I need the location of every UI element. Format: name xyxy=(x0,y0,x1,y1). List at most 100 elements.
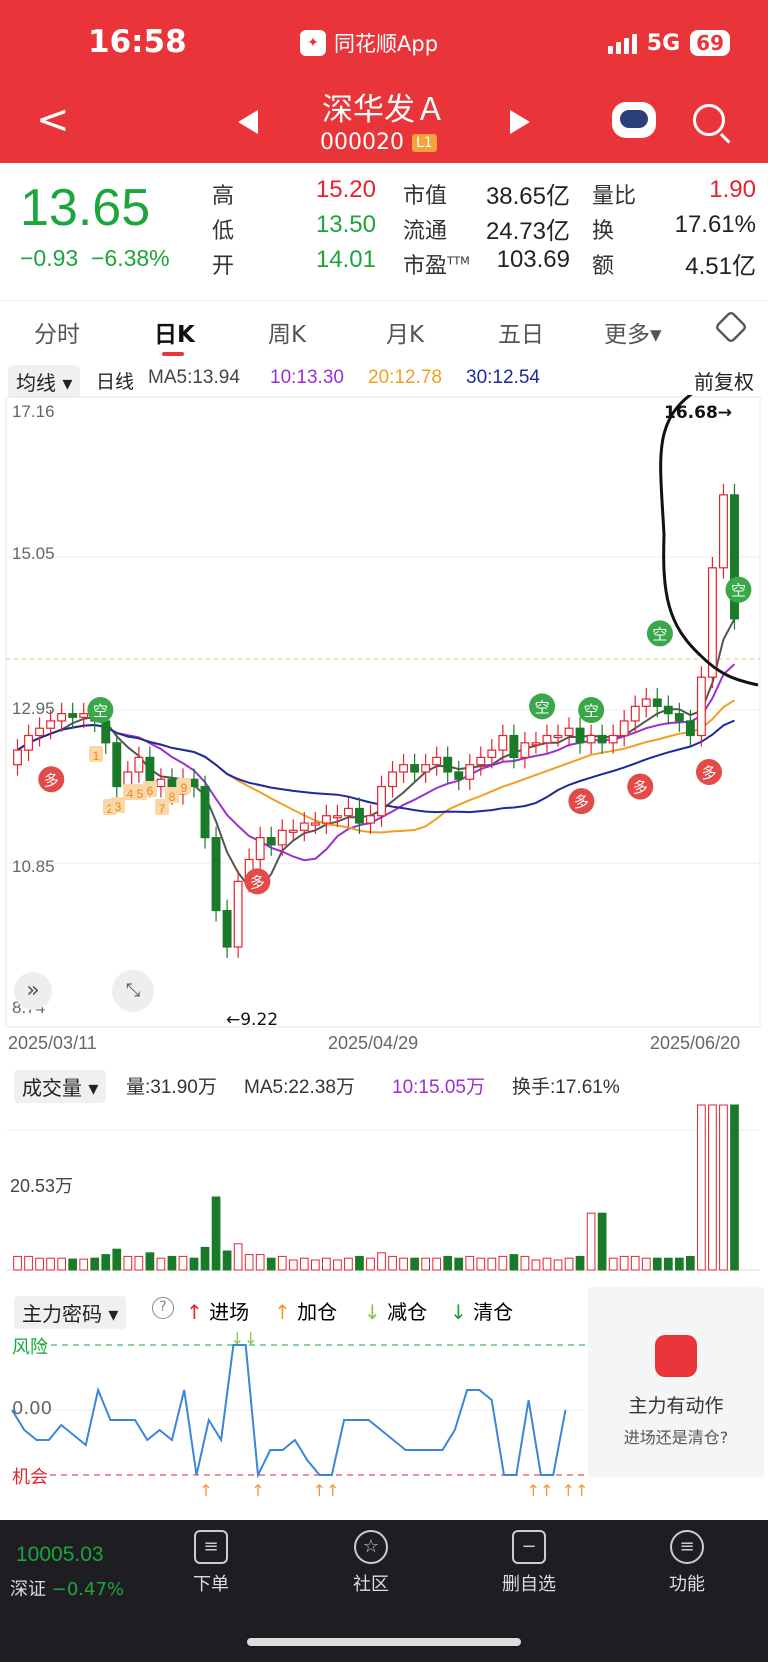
kong-marker xyxy=(646,620,673,647)
tab-monthly-k[interactable]: 月K xyxy=(386,322,425,348)
volume-bar xyxy=(719,1104,728,1271)
candle-body xyxy=(288,829,298,833)
kong-marker-label: 空 xyxy=(535,698,550,716)
duo-marker-label: 多 xyxy=(574,793,589,811)
signal-box xyxy=(89,746,103,762)
hand-annotation xyxy=(659,395,759,687)
remove-watchlist-button[interactable]: − 删自选 xyxy=(484,1530,574,1596)
app-logo-icon: ✦ xyxy=(300,30,326,56)
open-label: 开 xyxy=(212,254,235,279)
stock-code: 000020 xyxy=(320,130,404,155)
volume-bar xyxy=(211,1196,221,1271)
tab-daily-k[interactable]: 日K xyxy=(154,322,195,348)
y-tick-2: 15.05 xyxy=(12,544,55,563)
prev-stock-icon[interactable] xyxy=(238,110,258,134)
volume-bar xyxy=(377,1252,386,1271)
float-value: 24.73亿 xyxy=(485,218,570,245)
back-button[interactable]: < xyxy=(36,97,70,143)
candle-body xyxy=(476,756,486,766)
change-value: −0.93 xyxy=(20,245,79,271)
volume-bar xyxy=(575,1255,585,1271)
main-force-line xyxy=(11,1344,567,1479)
robot-assistant-icon[interactable] xyxy=(612,102,656,138)
kong-marker xyxy=(529,693,556,720)
tab-intraday[interactable]: 分时 xyxy=(34,322,80,348)
duo-marker xyxy=(627,773,654,800)
signal-box-label: 8 xyxy=(169,790,176,804)
volume-bar xyxy=(454,1257,464,1271)
add-arrow: ↑ xyxy=(199,1481,212,1500)
volume-selector[interactable]: 成交量 ▾ xyxy=(14,1070,107,1103)
ma5-value: MA5:13.94 xyxy=(148,367,240,388)
signal-box-label: 1 xyxy=(93,749,100,763)
stock-name: 深华发Ａ xyxy=(322,92,446,128)
tab-more[interactable]: 更多▾ xyxy=(604,322,662,348)
tab-five-day[interactable]: 五日 xyxy=(498,322,544,348)
card-subtitle: 进场还是清仓? xyxy=(623,1428,729,1447)
community-button[interactable]: ☆ 社区 xyxy=(326,1530,416,1596)
candle-body xyxy=(68,713,78,718)
volume-bar xyxy=(244,1254,254,1271)
signal-box xyxy=(177,778,191,794)
ma20-value: 20:12.78 xyxy=(368,367,442,388)
tab-weekly-k[interactable]: 周K xyxy=(268,322,307,348)
volume-bar xyxy=(178,1255,188,1271)
candle-body xyxy=(586,734,596,744)
candle-body xyxy=(134,756,144,773)
community-icon: ☆ xyxy=(354,1530,388,1564)
pe-sup: TTM xyxy=(447,254,470,268)
next-stock-icon[interactable] xyxy=(510,110,530,134)
candle-body xyxy=(354,807,364,824)
volume-bar xyxy=(233,1243,243,1271)
fullscreen-icon[interactable]: ⤡ xyxy=(112,970,154,1012)
volume-bar xyxy=(509,1254,519,1271)
volume-bar xyxy=(432,1257,442,1271)
lock-icon xyxy=(655,1335,697,1377)
reduce-arrow: ↓↓ xyxy=(231,1330,258,1348)
indicator-selector[interactable]: 主力密码 ▾ xyxy=(14,1296,127,1329)
volume-bar xyxy=(101,1254,111,1271)
candle-body xyxy=(222,909,232,948)
order-button[interactable]: ≡ 下单 xyxy=(166,1530,256,1596)
candle-body xyxy=(299,822,309,831)
main-force-card[interactable]: 主力有动作 进场还是清仓? xyxy=(588,1287,764,1477)
indicator-chart[interactable]: ↑ ↑ ↑↑ ↑↑ ↑↑↓↓ xyxy=(0,1330,590,1500)
help-icon[interactable]: ? xyxy=(152,1297,174,1319)
volume-bar xyxy=(189,1257,199,1271)
legend-reduce: ↓ 减仓 xyxy=(364,1300,428,1324)
signal-box-label: 4 xyxy=(127,787,134,801)
volume-bar xyxy=(79,1258,89,1271)
search-icon[interactable] xyxy=(693,104,725,136)
candle-body xyxy=(564,727,574,737)
add-arrow: ↑↑ xyxy=(527,1481,554,1500)
signal-box-label: 9 xyxy=(181,781,188,795)
volume-turnover: 换手:17.61% xyxy=(512,1077,620,1098)
high-value: 15.20 xyxy=(315,176,376,203)
ma10-value: 10:13.30 xyxy=(270,367,344,388)
adjust-toggle[interactable]: 前复权 xyxy=(694,372,754,394)
candle-body xyxy=(498,734,508,751)
home-indicator[interactable] xyxy=(247,1638,521,1646)
kline-chart[interactable]: 空空空空空多多多多多12 34 5 6789 xyxy=(0,395,768,1031)
index-change: −0.47% xyxy=(51,1579,124,1600)
app-pill[interactable]: ✦ 同花顺App xyxy=(300,28,438,58)
volume-chart[interactable] xyxy=(0,1100,768,1275)
ma-selector[interactable]: 均线 ▾ xyxy=(8,365,81,398)
volume-bar xyxy=(355,1255,364,1271)
change-pct: −6.38% xyxy=(90,245,170,271)
candle-body xyxy=(619,720,629,737)
duo-marker xyxy=(696,758,723,785)
index-value[interactable]: 10005.03 xyxy=(16,1543,104,1566)
ma30-value: 30:12.54 xyxy=(466,367,540,388)
signal-box-label: 2 xyxy=(107,802,114,816)
volume-bar xyxy=(730,1104,739,1271)
vr-value: 1.90 xyxy=(709,176,756,203)
expand-left-icon[interactable]: » xyxy=(14,972,52,1010)
volume-bar xyxy=(46,1257,55,1271)
volume-bar xyxy=(630,1255,640,1271)
candle-body xyxy=(608,734,618,744)
ma30-line xyxy=(16,719,735,814)
signal-box xyxy=(165,787,179,803)
vr-label: 量比 xyxy=(592,184,637,209)
functions-button[interactable]: ≡ 功能 xyxy=(642,1530,732,1596)
